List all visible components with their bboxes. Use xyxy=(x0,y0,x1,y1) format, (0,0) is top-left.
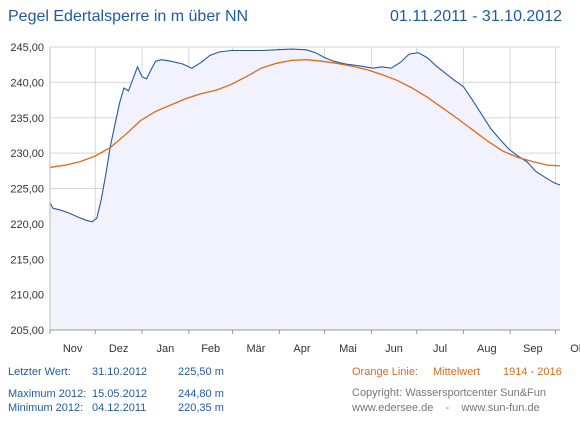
x-tick-label: Aug xyxy=(477,343,497,355)
y-tick-label: 240,00 xyxy=(10,77,44,89)
chart-title: Pegel Edertalsperre in m über NN xyxy=(8,8,249,25)
x-tick-label: Jan xyxy=(157,343,175,355)
last-value-date: 31.10.2012 xyxy=(92,366,148,378)
y-tick-label: 210,00 xyxy=(10,290,44,302)
x-tick-label: Mär xyxy=(246,343,265,355)
series-area-0 xyxy=(50,49,560,330)
x-tick-label: Jul xyxy=(433,343,447,355)
tick-label-layer: 205,00 210,00 215,00 220,00 225,00 230,00 235,… xyxy=(10,42,580,355)
y-tick-label: 205,00 xyxy=(10,325,44,337)
x-tick-label: Apr xyxy=(293,343,310,355)
y-tick-label: 235,00 xyxy=(10,113,44,125)
website-links[interactable]: www.edersee.de - www.sun-fun.de xyxy=(352,402,540,414)
x-tick-label: Okt xyxy=(570,343,580,355)
x-tick-label: Sep xyxy=(523,343,543,355)
x-tick-label: Feb xyxy=(201,343,220,355)
orange-line-years: 1914 - 2016 xyxy=(503,366,562,378)
series-line-0 xyxy=(49,48,561,223)
max-label: Maximum 2012: xyxy=(8,388,87,400)
max-value: 244,80 m xyxy=(178,388,224,400)
y-tick-label: 220,00 xyxy=(10,219,44,231)
min-label: Minimum 2012: xyxy=(8,402,84,414)
last-value-label: Letzter Wert: xyxy=(8,366,71,378)
y-tick-label: 225,00 xyxy=(10,184,44,196)
max-date: 15.05.2012 xyxy=(92,388,148,400)
x-tick-label: Jun xyxy=(385,343,403,355)
series-line-layer xyxy=(49,48,561,223)
orange-line-desc: Mittelwert xyxy=(433,366,481,378)
date-range: 01.11.2011 - 31.10.2012 xyxy=(390,8,562,25)
last-value-amount: 225,50 m xyxy=(178,366,224,378)
min-value: 220,35 m xyxy=(178,402,224,414)
orange-line-label: Orange Linie: xyxy=(352,366,419,378)
copyright-text: Copyright: Wassersportcenter Sun&Fun xyxy=(352,387,547,399)
x-tick-label: Nov xyxy=(63,343,83,355)
y-tick-label: 230,00 xyxy=(10,148,44,160)
y-tick-label: 245,00 xyxy=(10,42,44,54)
series-area-layer xyxy=(50,49,560,330)
y-tick-label: 215,00 xyxy=(10,254,44,266)
x-tick-label: Dez xyxy=(109,343,129,355)
series-line-1 xyxy=(49,59,561,168)
x-tick-label: Mai xyxy=(339,343,357,355)
chart-axes xyxy=(49,47,560,334)
min-date: 04.12.2011 xyxy=(92,402,147,414)
